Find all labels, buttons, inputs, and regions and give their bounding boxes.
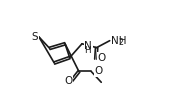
Text: O: O bbox=[94, 67, 103, 76]
Text: S: S bbox=[32, 32, 38, 42]
Text: 2: 2 bbox=[119, 38, 124, 48]
Text: O: O bbox=[64, 76, 72, 87]
Text: H: H bbox=[84, 46, 91, 55]
Text: N: N bbox=[84, 41, 92, 51]
Text: NH: NH bbox=[111, 36, 127, 46]
Text: O: O bbox=[97, 53, 106, 63]
